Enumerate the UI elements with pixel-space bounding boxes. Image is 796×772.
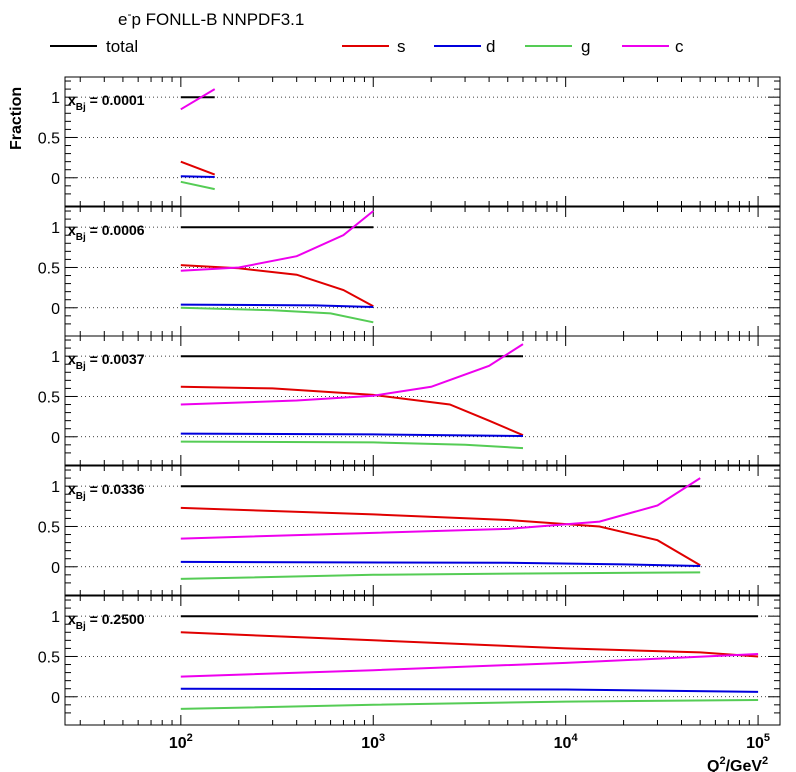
y-tick-label: 1 bbox=[51, 220, 60, 237]
series-line-d bbox=[180, 303, 374, 308]
series-line-c bbox=[180, 210, 374, 272]
x-tick-label: 104 bbox=[554, 732, 579, 752]
panel-2: 1 0.5 0 xBj = 0.0006 bbox=[38, 206, 781, 337]
x-axis-label: Q2/GeV2 bbox=[707, 755, 768, 772]
panel-label: xBj = 0.0037 bbox=[68, 351, 145, 372]
series-line-c bbox=[180, 88, 216, 111]
legend-label-total: total bbox=[106, 37, 138, 56]
legend-label-c: c bbox=[675, 37, 684, 56]
panel-label: xBj = 0.0001 bbox=[68, 92, 145, 113]
series-line-d bbox=[180, 175, 215, 178]
series-line-c bbox=[180, 653, 759, 678]
panels: 1 0.5 0 xBj = 0.0001 1 0.5 0 xBj = 0.0006 1 0.5 0 x… bbox=[38, 76, 781, 726]
series-line-g bbox=[180, 440, 524, 450]
series-line-g bbox=[180, 699, 759, 710]
legend-label-s: s bbox=[397, 37, 406, 56]
series-line-g bbox=[180, 180, 215, 191]
series-line-c bbox=[180, 477, 701, 540]
series-line-s bbox=[180, 160, 216, 176]
series-line-s bbox=[180, 385, 524, 437]
panel-label: xBj = 0.0336 bbox=[68, 481, 145, 502]
series-line-s bbox=[180, 631, 759, 658]
x-tick-label: 103 bbox=[361, 732, 385, 752]
panel-frame bbox=[64, 206, 781, 337]
panel-3: 1 0.5 0 xBj = 0.0037 bbox=[38, 335, 781, 466]
legend-label-g: g bbox=[581, 37, 590, 56]
series-line-d bbox=[180, 432, 524, 437]
panel-frame bbox=[64, 465, 781, 596]
y-tick-label: 0.5 bbox=[38, 260, 60, 277]
series-line-g bbox=[180, 571, 701, 580]
y-tick-label: 0 bbox=[51, 301, 60, 318]
series-line-d bbox=[180, 560, 701, 567]
y-tick-label: 0 bbox=[51, 430, 60, 447]
y-tick-label: 1 bbox=[51, 609, 60, 626]
panel-frame bbox=[64, 76, 781, 207]
x-tick-labels: 102 103 104 105 bbox=[169, 732, 770, 752]
panel-4: 1 0.5 0 xBj = 0.0336 bbox=[38, 465, 781, 596]
panel-frame bbox=[64, 595, 781, 726]
y-tick-label: 0.5 bbox=[38, 389, 60, 406]
y-tick-label: 0.5 bbox=[38, 649, 60, 666]
panel-5: 1 0.5 0 xBj = 0.2500 bbox=[38, 595, 781, 726]
panel-label: xBj = 0.0006 bbox=[68, 222, 145, 243]
y-tick-label: 1 bbox=[51, 90, 60, 107]
series-line-s bbox=[180, 506, 701, 567]
y-tick-label: 0.5 bbox=[38, 519, 60, 536]
y-tick-label: 0.5 bbox=[38, 130, 60, 147]
panel-1: 1 0.5 0 xBj = 0.0001 bbox=[38, 76, 781, 207]
y-axis-label: Fraction bbox=[8, 87, 25, 150]
chart-title: e-p FONLL-B NNPDF3.1 bbox=[118, 7, 304, 29]
legend-label-d: d bbox=[486, 37, 495, 56]
series-line-s bbox=[180, 264, 374, 308]
series-line-d bbox=[180, 687, 759, 693]
series-line-g bbox=[180, 306, 374, 324]
y-tick-label: 0 bbox=[51, 690, 60, 707]
y-tick-label: 1 bbox=[51, 349, 60, 366]
x-tick-label: 102 bbox=[169, 732, 193, 752]
y-tick-label: 1 bbox=[51, 479, 60, 496]
y-tick-label: 0 bbox=[51, 560, 60, 577]
panel-label: xBj = 0.2500 bbox=[68, 611, 145, 632]
legend: total s d g c bbox=[50, 37, 684, 56]
x-tick-label: 105 bbox=[746, 732, 770, 752]
y-tick-label: 0 bbox=[51, 171, 60, 188]
panel-frame bbox=[64, 335, 781, 466]
series-line-c bbox=[180, 343, 524, 406]
